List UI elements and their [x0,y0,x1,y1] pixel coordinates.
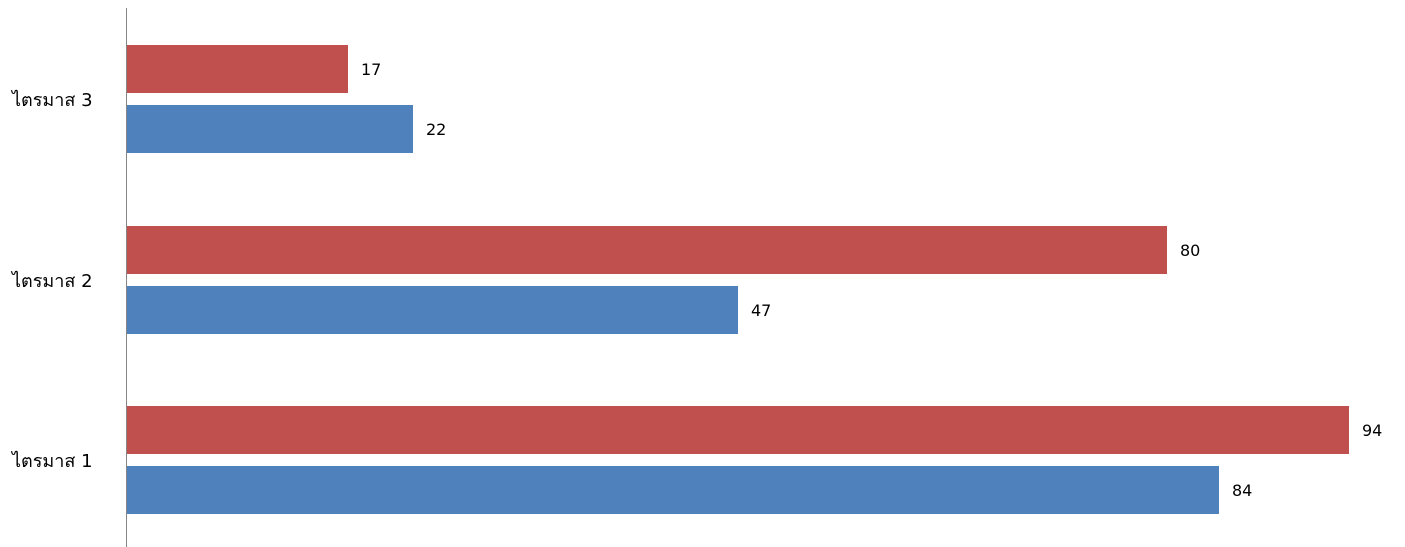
labels-layer: ไตรมาส 1 94 84 ไตรมาส 2 80 47 ไตรมาส 3 17 22 [10,60,1382,500]
bar-series-2 [127,45,348,93]
bar-series-2 [127,226,1167,274]
category-label: ไตรมาส 3 [10,89,93,111]
category-label: ไตรมาส 1 [10,450,93,472]
data-label: 17 [361,60,381,79]
data-label: 84 [1232,481,1252,500]
bar-series-2 [127,406,1349,454]
bar-series-1 [127,286,738,334]
data-label: 80 [1180,241,1200,260]
bar-series-1 [127,105,413,153]
category-label: ไตรมาส 2 [10,270,93,292]
data-label: 94 [1362,421,1382,440]
data-label: 22 [426,120,446,139]
bar-series-1 [127,466,1219,514]
bars-layer [127,45,1349,514]
data-label: 47 [751,301,771,320]
